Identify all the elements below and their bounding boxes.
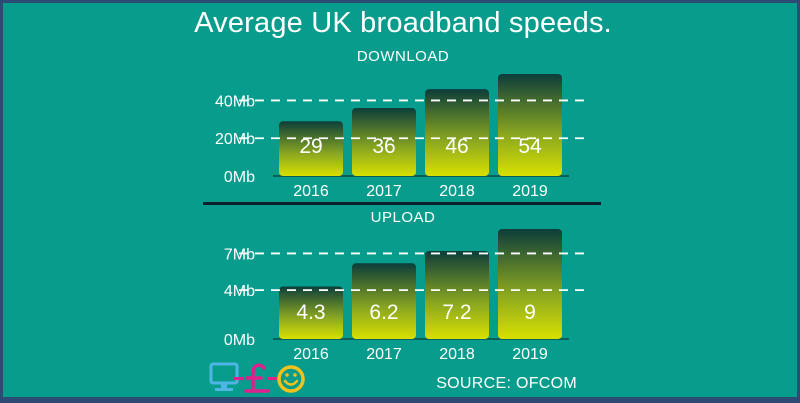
bar-2016 <box>279 121 343 176</box>
bar-2018 <box>425 251 489 339</box>
smiley-right-eye <box>293 373 297 377</box>
x-tick-label: 2016 <box>293 346 329 363</box>
bar-2019 <box>498 229 562 339</box>
y-tick-label: 0Mb <box>224 332 255 349</box>
connector-right <box>268 377 279 380</box>
smiley-mouth <box>283 379 299 386</box>
smiley-icon <box>277 365 305 393</box>
pound-icon <box>234 363 279 393</box>
download-bar-chart: 0Mb 20Mb 40Mb 29 2016 36 2017 46 2018 54 2019 <box>215 74 585 200</box>
x-tick-label: 2017 <box>366 346 402 363</box>
smiley-face <box>277 365 305 393</box>
x-tick-label: 2016 <box>293 183 329 200</box>
bar-2018 <box>425 89 489 176</box>
y-tick-label: 40Mb <box>215 93 255 110</box>
chart-title: Average UK broadband speeds. <box>194 7 612 39</box>
x-tick-label: 2019 <box>512 346 548 363</box>
bar-2017 <box>352 263 416 339</box>
data-label: 46 <box>445 135 468 158</box>
x-tick-label: 2019 <box>512 183 548 200</box>
data-label: 9 <box>524 301 536 324</box>
x-tick-label: 2018 <box>439 183 475 200</box>
upload-bar-chart: 0Mb 4Mb 7Mb 4.3 2016 6.2 2017 7.2 2018 9 2019 <box>224 229 585 363</box>
monitor-base <box>215 388 233 391</box>
y-tick-label: 20Mb <box>215 131 255 148</box>
monitor-icon <box>209 362 239 391</box>
logo-icons <box>209 362 305 393</box>
data-label: 7.2 <box>442 301 471 324</box>
y-tick-label: 7Mb <box>224 246 255 263</box>
x-tick-label: 2018 <box>439 346 475 363</box>
connector-left <box>234 377 244 380</box>
source-note: SOURCE: OFCOM <box>436 375 577 392</box>
y-tick-label: 0Mb <box>224 169 255 186</box>
y-tick-label: 4Mb <box>224 283 255 300</box>
section-divider <box>203 202 601 205</box>
data-label: 6.2 <box>369 301 398 324</box>
data-label: 36 <box>372 135 395 158</box>
x-tick-label: 2017 <box>366 183 402 200</box>
data-label: 29 <box>299 135 322 158</box>
pound-glyph <box>244 363 270 393</box>
data-label: 54 <box>518 135 542 158</box>
monitor-screen <box>209 362 239 385</box>
smiley-left-eye <box>285 373 289 377</box>
data-label: 4.3 <box>296 301 325 324</box>
bar-2016 <box>279 286 343 339</box>
upload-section-title: UPLOAD <box>370 209 436 226</box>
monitor-stand <box>221 383 227 389</box>
download-section-title: DOWNLOAD <box>356 48 450 65</box>
bar-2019 <box>498 74 562 176</box>
bar-2017 <box>352 108 416 176</box>
